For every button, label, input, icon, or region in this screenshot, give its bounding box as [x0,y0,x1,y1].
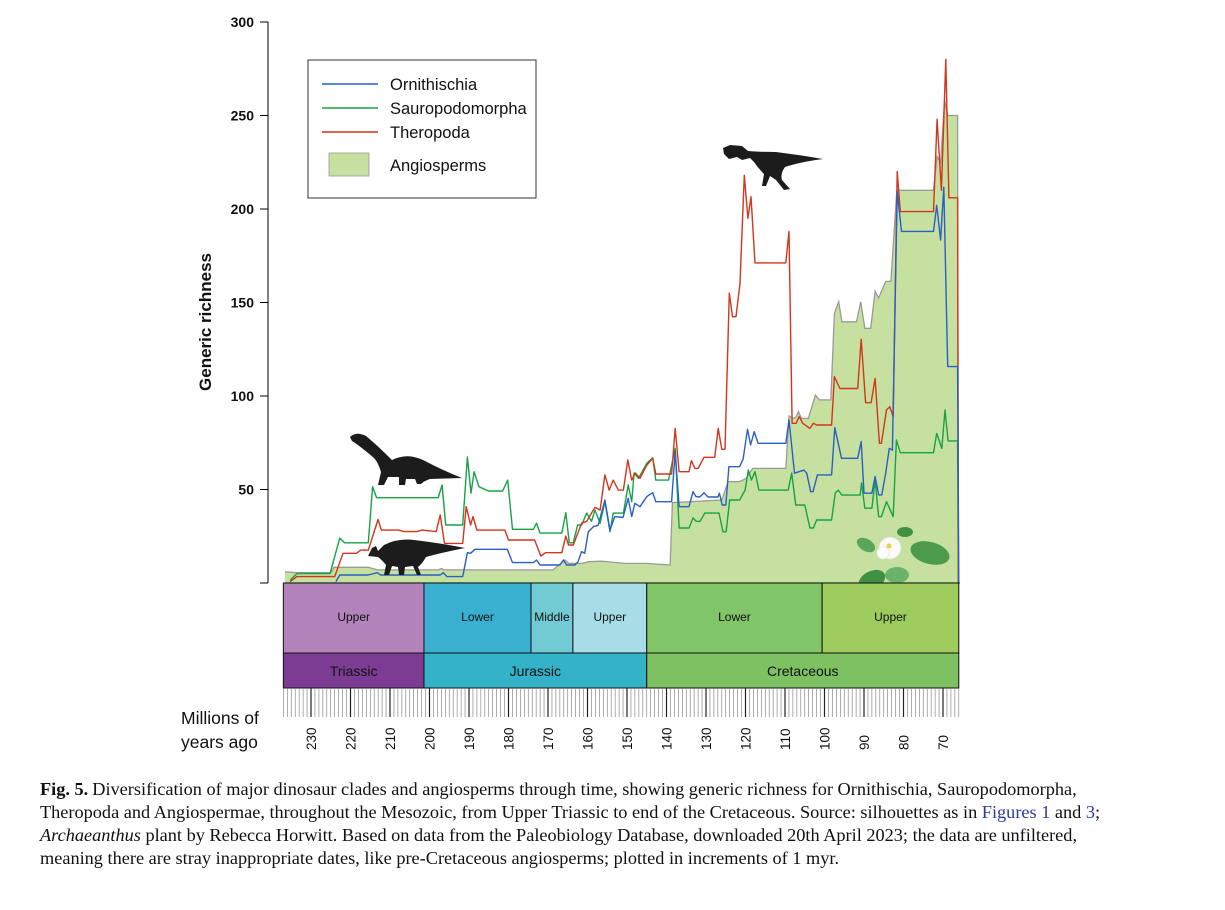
axes: 50 100 150 200 250 300 Generic richness [196,14,269,584]
theropoda-line [289,58,960,584]
x-axis-label-line1: Millions of [181,708,259,728]
x-tick-label: 90 [857,735,872,750]
x-tick-label: 200 [423,727,438,750]
legend-sauropodomorpha-label: Sauropodomorpha [390,100,528,118]
legend-ornithischia-label: Ornithischia [390,76,478,94]
x-tick-label: 220 [344,727,359,750]
x-axis-label-line2: years ago [181,732,258,752]
x-tick-label: 190 [462,727,477,750]
stage-label: Lower [718,610,751,624]
stage-label: Middle [534,610,570,624]
sauropod-silhouette [350,433,462,485]
y-tick-label: 50 [238,482,254,498]
y-tick-label: 300 [231,14,255,30]
y-tick-label: 100 [231,388,255,404]
sauropodomorpha-line [289,409,960,584]
stage-upper [821,582,960,654]
angiosperms-outline [284,100,960,584]
x-tick-label: 180 [502,727,517,750]
figure-1-link[interactable]: Figures 1 [981,802,1051,822]
x-tick-label: 80 [897,735,912,750]
period-triassic [282,652,425,689]
stage-label: Upper [874,610,907,624]
caption-taxon-name: Archaeanthus [40,825,141,845]
x-tick-label: 230 [304,727,319,750]
y-tick-label: 250 [231,108,255,124]
legend-angiosperms-swatch [328,152,370,177]
period-label: Jurassic [510,663,561,679]
figure-3-link[interactable]: 3 [1085,802,1096,822]
stage-label: Upper [593,610,626,624]
legend-theropoda-label: Theropoda [390,124,471,142]
angiosperms-area [284,100,959,583]
x-tick-label: 210 [383,727,398,750]
stage-upper [572,582,648,654]
theropod-silhouette [723,145,823,190]
caption-label: Fig. 5. [40,779,89,799]
legend: Ornithischia Sauropodomorpha Theropoda Angi… [307,59,537,199]
stage-label: Upper [337,610,370,624]
y-tick-label: 200 [231,201,255,217]
x-tick-label: 170 [541,727,556,750]
x-tick-label: 70 [936,735,951,750]
period-jurassic [423,652,648,689]
x-tick-label: 100 [818,727,833,750]
x-tick-label: 120 [739,727,754,750]
ornithischia-line [335,186,960,584]
stage-middle [530,582,574,654]
ornithopod-silhouette [368,539,465,575]
period-label: Triassic [330,663,378,679]
stage-label: Lower [461,610,494,624]
period-cretaceous [646,652,960,689]
silhouettes [350,145,950,602]
x-tick-label: 160 [581,727,596,750]
caption-text: ; [1095,802,1101,822]
stage-lower [423,582,532,654]
caption-text: Diversification of major dinosaur clades… [40,779,1077,822]
y-tick-label: 150 [231,295,255,311]
geologic-timescale: Upper Lower Middle Upper Lower Upper Triassic J… [181,582,960,752]
x-tick-label: 150 [620,727,635,750]
x-tick-label: 140 [660,727,675,750]
legend-angiosperms-label: Angiosperms [390,157,486,175]
caption-text: plant by Rebecca Horwitt. Based on data … [40,825,1078,868]
x-tick-label: 110 [778,728,793,750]
period-label: Cretaceous [767,663,839,679]
stage-lower [646,582,823,654]
caption-text: and [1050,802,1086,822]
y-axis-label: Generic richness [196,253,215,391]
figure-caption: Fig. 5. Diversification of major dinosaur… [40,778,1102,870]
x-tick-label: 130 [699,727,714,750]
